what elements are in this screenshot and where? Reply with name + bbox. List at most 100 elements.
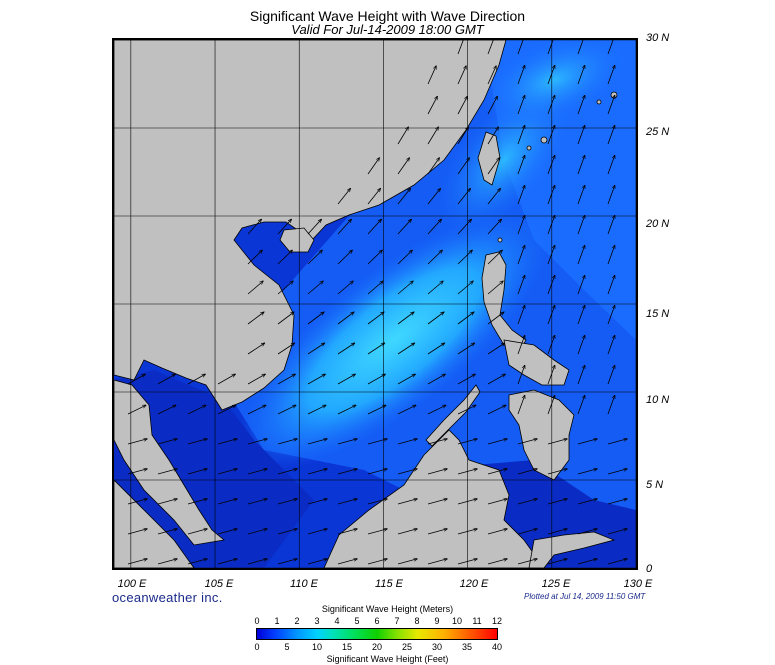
wave-direction-arrow	[247, 405, 266, 415]
wave-direction-arrow	[397, 529, 417, 535]
wave-direction-arrow	[487, 405, 506, 415]
wave-direction-arrow	[397, 559, 417, 565]
visayas	[503, 339, 570, 386]
wave-direction-arrow	[577, 65, 585, 85]
wave-direction-arrow	[487, 343, 505, 355]
wave-direction-arrow	[427, 529, 447, 535]
wave-direction-arrow	[337, 439, 357, 445]
wave-direction-arrow	[307, 312, 324, 325]
wave-direction-arrow	[307, 374, 325, 385]
wave-direction-arrow	[517, 155, 525, 175]
northeast-swell-patch	[477, 40, 631, 127]
wave-direction-arrow	[577, 529, 597, 535]
wave-direction-arrow	[307, 529, 327, 535]
wave-direction-arrow	[577, 155, 585, 175]
wave-direction-arrow	[487, 158, 500, 175]
wave-direction-arrow	[487, 374, 505, 385]
map-canvas	[114, 40, 636, 568]
wave-direction-arrow	[337, 219, 352, 235]
wave-direction-arrow	[397, 405, 416, 415]
wave-direction-arrow	[577, 395, 585, 415]
wave-direction-arrow	[577, 95, 585, 115]
wave-direction-arrow	[157, 559, 177, 565]
wave-direction-arrow	[397, 374, 415, 385]
wave-direction-arrow	[427, 158, 440, 175]
legend-feet-tick: 0	[254, 642, 260, 652]
wave-direction-arrow	[187, 529, 207, 535]
wave-direction-arrow	[607, 335, 615, 355]
wave-direction-arrow	[547, 499, 567, 505]
lat-label-10n: 10 N	[646, 394, 670, 406]
wave-direction-arrow	[187, 374, 205, 385]
lat-label-25n: 25 N	[646, 126, 670, 138]
wave-direction-arrow	[607, 529, 627, 535]
wave-direction-arrow	[517, 559, 537, 565]
wave-direction-arrow	[457, 343, 475, 355]
wave-direction-arrow	[337, 312, 354, 325]
legend-feet-scale: 0 5 10 15 20 25 30 35 40	[254, 642, 502, 654]
wave-direction-arrow	[277, 499, 297, 505]
wave-direction-arrow	[547, 40, 554, 55]
wave-direction-arrow	[577, 499, 597, 505]
wave-direction-arrow	[607, 305, 615, 325]
wave-direction-arrow	[547, 215, 555, 235]
wave-direction-arrow	[547, 125, 555, 145]
wave-direction-arrow	[397, 469, 417, 475]
wave-direction-arrow	[247, 281, 263, 295]
wave-direction-arrow	[517, 65, 525, 85]
wave-direction-arrow	[367, 281, 383, 295]
wave-direction-arrow	[457, 40, 464, 55]
wave-direction-arrow	[277, 312, 294, 325]
wave-direction-arrows	[127, 40, 627, 565]
legend-meters-tick: 2	[294, 616, 300, 626]
wave-direction-arrow	[577, 335, 585, 355]
wave-direction-arrow	[337, 405, 356, 415]
wave-direction-arrow	[457, 96, 467, 115]
land-masses	[114, 40, 618, 568]
wave-direction-arrow	[247, 499, 267, 505]
legend-meters-tick: 6	[374, 616, 380, 626]
wave-direction-arrow	[307, 405, 326, 415]
wave-direction-arrow	[547, 305, 555, 325]
wave-direction-arrow	[517, 335, 525, 355]
wave-direction-arrow	[607, 395, 615, 415]
legend-feet-tick: 10	[311, 642, 323, 652]
wave-direction-arrow	[487, 469, 507, 475]
wave-direction-arrow	[427, 219, 442, 235]
wave-direction-arrow	[517, 439, 537, 445]
sulawesi	[528, 531, 616, 568]
wave-direction-arrow	[547, 469, 567, 475]
wave-direction-arrow	[247, 312, 264, 325]
wave-direction-arrow	[487, 66, 496, 85]
wave-direction-arrow	[427, 374, 445, 385]
wave-direction-arrow	[427, 281, 443, 295]
lon-label-130e: 130 E	[623, 578, 653, 590]
wave-direction-arrow	[397, 158, 410, 175]
wave-direction-arrow	[427, 312, 444, 325]
wave-direction-arrow	[277, 529, 297, 535]
wave-direction-arrow	[457, 250, 472, 265]
wave-direction-arrow	[577, 275, 585, 295]
wave-direction-arrow	[247, 559, 267, 565]
wave-direction-arrow	[607, 125, 615, 145]
wave-direction-arrow	[247, 219, 262, 235]
wave-direction-arrow	[547, 529, 567, 535]
legend-meters-tick: 9	[434, 616, 440, 626]
legend-feet-tick: 15	[341, 642, 353, 652]
legend-feet-title: Significant Wave Height (Feet)	[326, 654, 449, 664]
ryukyu-islet	[526, 145, 532, 151]
wave-direction-arrow	[427, 559, 447, 565]
wave-direction-arrow	[277, 250, 292, 265]
wave-direction-arrow	[607, 499, 627, 505]
wave-direction-arrow	[277, 405, 296, 415]
wave-direction-arrow	[547, 439, 567, 445]
wave-direction-arrow	[157, 469, 177, 475]
wave-direction-arrow	[577, 125, 585, 145]
wave-direction-arrow	[547, 65, 555, 85]
wave-direction-arrow	[367, 158, 380, 175]
wave-direction-arrow	[457, 281, 473, 295]
wave-direction-arrow	[187, 405, 206, 415]
wave-direction-arrow	[397, 499, 417, 505]
wave-direction-arrow	[607, 65, 615, 85]
wave-direction-arrow	[397, 312, 414, 325]
